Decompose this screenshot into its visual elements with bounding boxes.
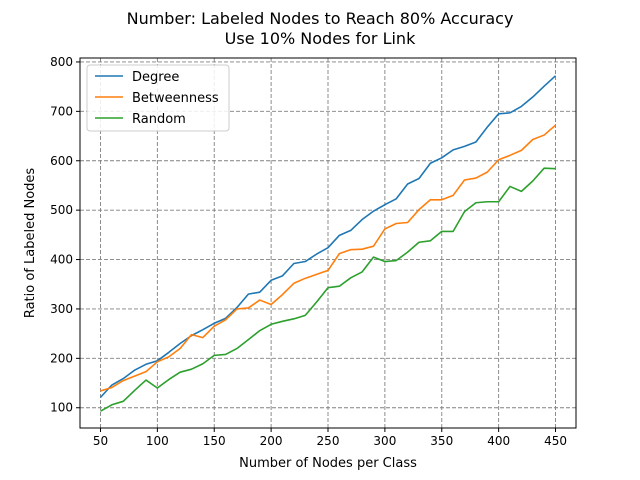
series-line-random — [100, 167, 556, 412]
y-tick-label: 200 — [50, 351, 73, 365]
legend-label-random: Random — [132, 112, 186, 127]
grid-lines — [80, 58, 576, 428]
y-tick-label: 100 — [50, 401, 73, 415]
x-tick-label: 200 — [260, 434, 283, 448]
y-axis-label: Ratio of Labeled Nodes — [23, 168, 38, 319]
x-tick-label: 350 — [430, 434, 453, 448]
x-tick-label: 100 — [146, 434, 169, 448]
x-tick-label: 300 — [373, 434, 396, 448]
chart-subtitle: Use 10% Nodes for Link — [225, 29, 416, 48]
y-tick-label: 400 — [50, 253, 73, 267]
y-tick-label: 600 — [50, 154, 73, 168]
y-tick-label: 500 — [50, 203, 73, 217]
legend-label-betweenness: Betweenness — [132, 91, 219, 106]
legend: Degree Betweenness Random — [86, 64, 230, 132]
axis-ticks: 50 100 150 200 250 300 350 400 450 100 200 300 400 50… — [50, 55, 567, 448]
y-tick-label: 700 — [50, 104, 73, 118]
series-line-degree — [99, 75, 557, 398]
x-tick-label: 150 — [203, 434, 226, 448]
x-tick-label: 250 — [317, 434, 340, 448]
series-lines — [99, 75, 557, 412]
x-tick-label: 400 — [487, 434, 510, 448]
x-axis-label: Number of Nodes per Class — [239, 456, 417, 471]
x-tick-label: 450 — [544, 434, 567, 448]
series-line-betweenness — [100, 124, 557, 392]
chart-title: Number: Labeled Nodes to Reach 80% Accur… — [127, 9, 514, 28]
y-tick-label: 800 — [50, 55, 73, 69]
legend-label-degree: Degree — [132, 70, 179, 85]
x-tick-label: 50 — [93, 434, 108, 448]
y-tick-label: 300 — [50, 302, 73, 316]
legend-box — [86, 64, 230, 132]
